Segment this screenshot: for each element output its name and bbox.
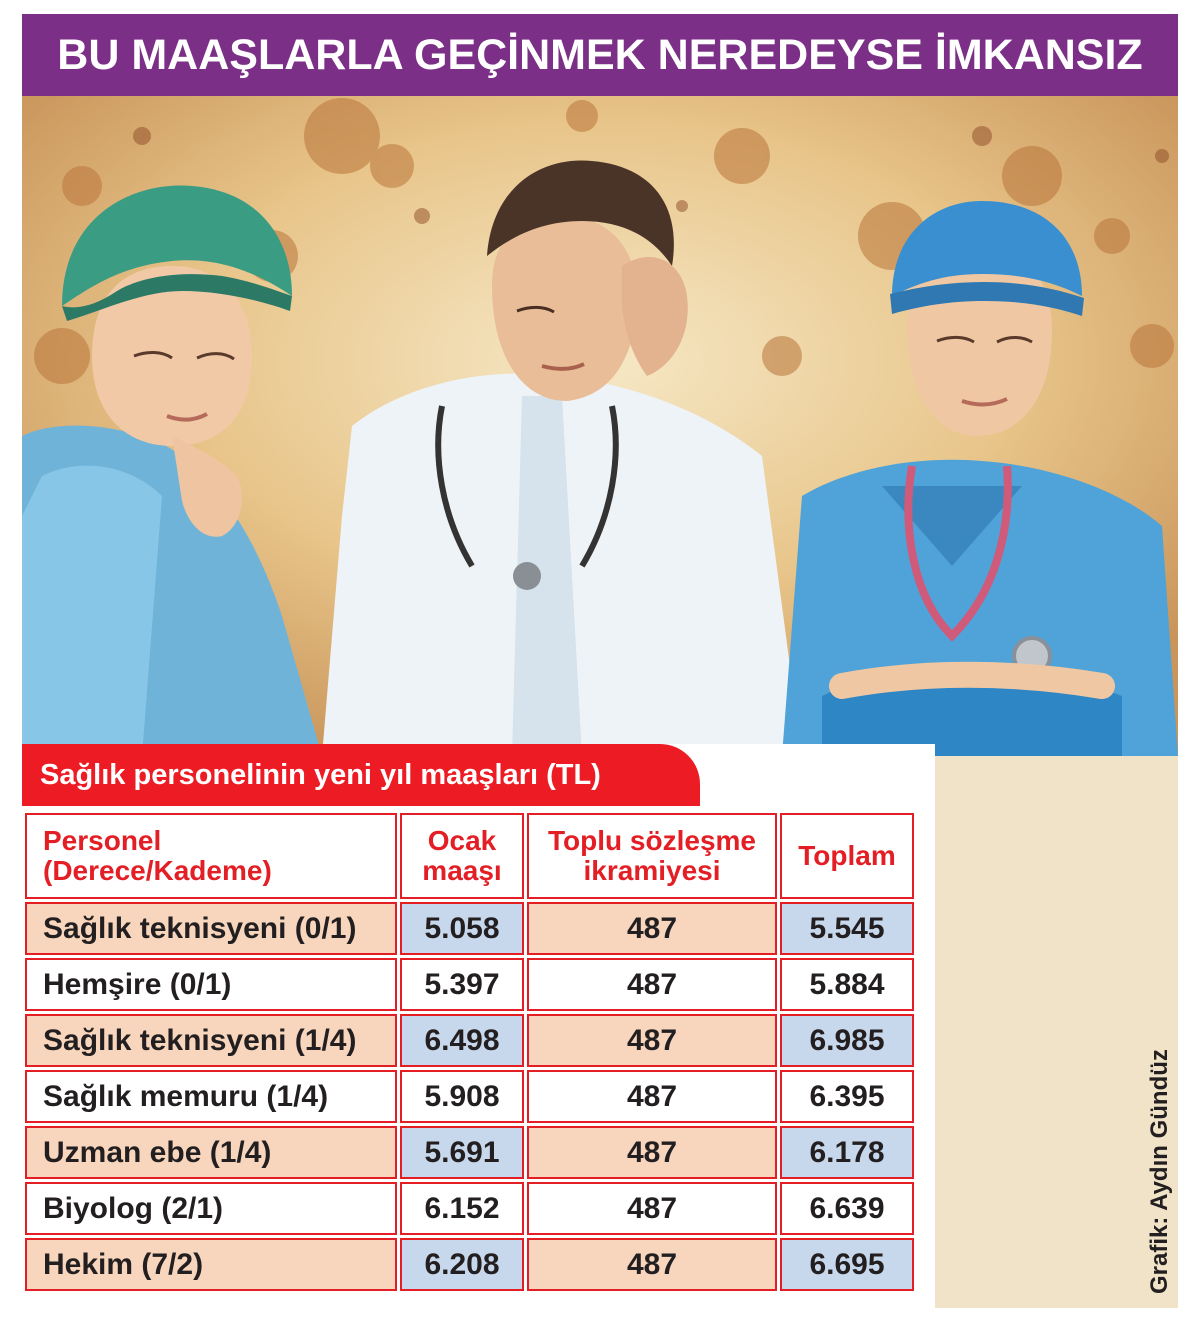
header-personel: Personel (Derece/Kademe) xyxy=(25,813,397,899)
chart-title: Sağlık personelinin yeni yıl maaşları (T… xyxy=(40,759,601,791)
credit: Grafik: Aydın Gündüz xyxy=(1146,1049,1173,1294)
cell-personel: Uzman ebe (1/4) xyxy=(25,1126,397,1179)
salary-table: Personel (Derece/Kademe) Ocak maaşı Toplu … xyxy=(22,810,917,1294)
cell-ikramiye: 487 xyxy=(527,1182,777,1235)
table-row: Sağlık teknisyeni (0/1) 5.058 487 5.545 xyxy=(25,902,914,955)
subtitle-bar xyxy=(22,744,700,806)
headline-bar xyxy=(22,14,1178,96)
cell-personel: Hemşire (0/1) xyxy=(25,958,397,1011)
cell-personel: Sağlık memuru (1/4) xyxy=(25,1070,397,1123)
cell-ocak-maasi: 5.397 xyxy=(400,958,524,1011)
cell-toplam: 6.395 xyxy=(780,1070,914,1123)
table-row: Uzman ebe (1/4) 5.691 487 6.178 xyxy=(25,1126,914,1179)
cell-toplam: 6.178 xyxy=(780,1126,914,1179)
cell-ocak-maasi: 5.058 xyxy=(400,902,524,955)
cell-toplam: 6.639 xyxy=(780,1182,914,1235)
cell-toplam: 5.545 xyxy=(780,902,914,955)
cell-personel: Hekim (7/2) xyxy=(25,1238,397,1291)
infographic-frame: BU MAAŞLARLA GEÇİNMEK NEREDEYSE İMKANSIZ xyxy=(22,14,1178,1308)
table-row: Sağlık teknisyeni (1/4) 6.498 487 6.985 xyxy=(25,1014,914,1067)
cell-ikramiye: 487 xyxy=(527,902,777,955)
nurse-left-figure xyxy=(22,185,322,756)
cell-personel: Sağlık teknisyeni (0/1) xyxy=(25,902,397,955)
header-toplu-sozlesme: Toplu sözleşme ikramiyesi xyxy=(527,813,777,899)
cell-toplam: 6.985 xyxy=(780,1014,914,1067)
cell-ikramiye: 487 xyxy=(527,1238,777,1291)
table-row: Hemşire (0/1) 5.397 487 5.884 xyxy=(25,958,914,1011)
cell-personel: Sağlık teknisyeni (1/4) xyxy=(25,1014,397,1067)
cell-toplam: 6.695 xyxy=(780,1238,914,1291)
credit-strip: Grafik: Aydın Gündüz xyxy=(1140,1049,1178,1294)
cell-ocak-maasi: 5.691 xyxy=(400,1126,524,1179)
table-row: Hekim (7/2) 6.208 487 6.695 xyxy=(25,1238,914,1291)
cell-ikramiye: 487 xyxy=(527,958,777,1011)
table-row: Biyolog (2/1) 6.152 487 6.639 xyxy=(25,1182,914,1235)
health-workers-illustration xyxy=(22,96,1178,756)
table-header-row: Personel (Derece/Kademe) Ocak maaşı Toplu … xyxy=(25,813,914,899)
cell-ocak-maasi: 5.908 xyxy=(400,1070,524,1123)
salary-table-body: Sağlık teknisyeni (0/1) 5.058 487 5.545 Hemş… xyxy=(25,902,914,1291)
cell-ikramiye: 487 xyxy=(527,1070,777,1123)
cell-personel: Biyolog (2/1) xyxy=(25,1182,397,1235)
header-ocak-maasi: Ocak maaşı xyxy=(400,813,524,899)
cell-toplam: 5.884 xyxy=(780,958,914,1011)
cell-ocak-maasi: 6.208 xyxy=(400,1238,524,1291)
cell-ocak-maasi: 6.152 xyxy=(400,1182,524,1235)
headline: BU MAAŞLARLA GEÇİNMEK NEREDEYSE İMKANSIZ xyxy=(57,30,1143,79)
table-row: Sağlık memuru (1/4) 5.908 487 6.395 xyxy=(25,1070,914,1123)
nurse-right-figure xyxy=(782,201,1178,756)
header-toplam: Toplam xyxy=(780,813,914,899)
cell-ikramiye: 487 xyxy=(527,1126,777,1179)
cell-ikramiye: 487 xyxy=(527,1014,777,1067)
cell-ocak-maasi: 6.498 xyxy=(400,1014,524,1067)
doctor-middle-figure xyxy=(322,160,802,756)
salary-table-panel: Sağlık personelinin yeni yıl maaşları (T… xyxy=(22,744,935,1308)
